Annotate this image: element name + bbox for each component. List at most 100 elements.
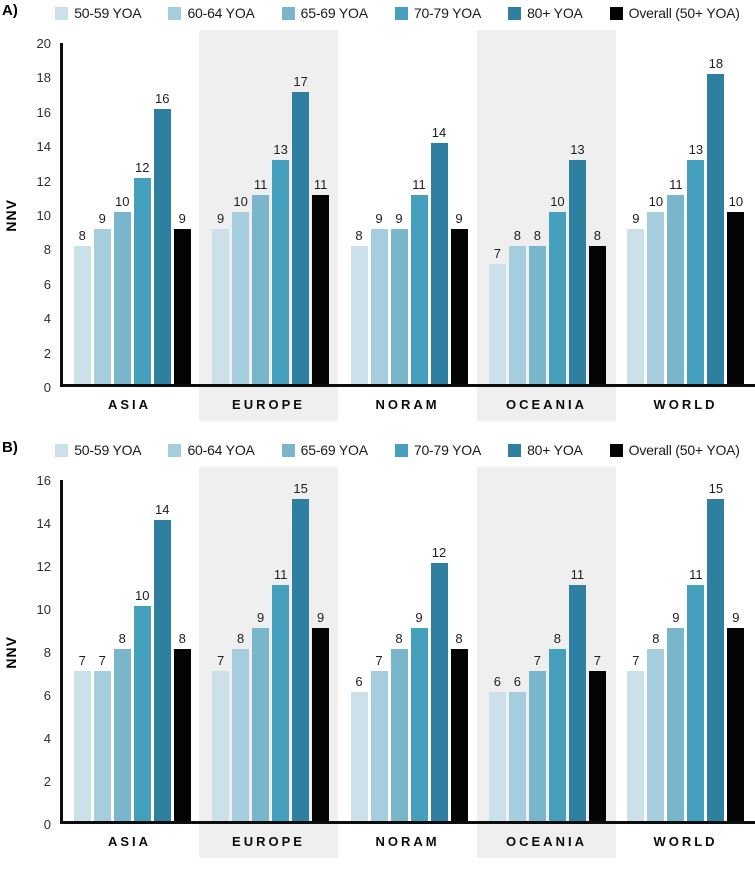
bar: [232, 212, 250, 384]
y-axis-ticks: 0 2 4 6 8 10 12 14 16 18 20: [22, 36, 60, 395]
y-tick-label: 0: [43, 817, 51, 832]
bar-value-label: 16: [154, 90, 170, 106]
bar-value-label: 8: [593, 228, 602, 244]
bar-value-label: 8: [118, 631, 126, 646]
legend-item: Overall (50+ YOA): [609, 5, 740, 21]
bar-column: 7: [488, 246, 506, 384]
bar-column: 9: [173, 211, 191, 384]
bar: [73, 246, 91, 384]
bar-value-label: 9: [316, 609, 325, 625]
bar: [252, 194, 270, 384]
y-tick-label: 12: [36, 173, 51, 189]
bar: [588, 670, 606, 821]
y-tick-label: 16: [36, 473, 51, 488]
legend-swatch-icon: [168, 443, 182, 457]
y-tick-label: 2: [43, 345, 51, 361]
bar-column: 11: [667, 177, 685, 384]
legend-label: 80+ YOA: [527, 5, 583, 21]
legend-item: 60-64 YOA: [168, 442, 255, 458]
bar: [488, 692, 506, 821]
bar-column: 8: [173, 631, 191, 821]
bar-value-label: 7: [632, 652, 640, 668]
bar-column: 11: [568, 566, 586, 821]
x-category-label: OCEANIA: [506, 396, 587, 412]
x-category-label: ASIA: [107, 833, 152, 849]
bar-value-label: 11: [570, 566, 585, 582]
bar-value-label: 11: [313, 176, 328, 192]
bar-value-label: 8: [355, 228, 363, 244]
bar: [430, 143, 448, 384]
chart-body: NNV 0 2 4 6 8 10 12 14 16 18 20 8 9 10 12 16 9 9 10 11 13 17…: [0, 30, 755, 421]
x-axis-labels: ASIA EUROPE NORAM OCEANIA WORLD: [60, 824, 755, 858]
bar: [528, 246, 546, 384]
bar: [173, 229, 191, 384]
bar-column: 9: [627, 211, 645, 384]
legend-swatch-icon: [168, 6, 182, 20]
bar-value-label: 10: [114, 194, 130, 209]
bar-value-label: 9: [178, 211, 186, 227]
bar-column: 14: [430, 125, 448, 384]
y-tick-label: 4: [43, 311, 51, 327]
bar-group: 7 8 9 11 15 9: [201, 480, 339, 821]
bar-value-label: 7: [375, 652, 383, 668]
bar: [93, 670, 111, 821]
legend-label: 50-59 YOA: [74, 5, 142, 21]
bar-value-label: 15: [708, 480, 724, 496]
bar-column: 9: [727, 610, 745, 821]
bar: [548, 212, 566, 384]
bar-value-label: 11: [412, 176, 426, 192]
bar-group: 6 7 8 9 12 8: [340, 480, 478, 821]
bar-group: 9 10 11 13 17 11: [201, 43, 339, 384]
y-tick-label: 6: [43, 688, 51, 703]
bar: [568, 160, 586, 384]
bar: [93, 229, 111, 384]
bar-column: 10: [232, 194, 250, 384]
legend-item: 70-79 YOA: [394, 442, 481, 458]
bar-value-label: 13: [273, 142, 288, 158]
bar: [133, 177, 151, 384]
x-category-label: ASIA: [107, 396, 152, 412]
bar-column: 10: [133, 588, 151, 821]
legend-label: 80+ YOA: [527, 442, 583, 458]
y-tick-label: 0: [43, 380, 51, 395]
bar: [488, 263, 506, 384]
bar: [272, 584, 290, 821]
legend-label: 50-59 YOA: [74, 442, 142, 458]
bar-column: 8: [508, 228, 526, 384]
bar-value-label: 7: [216, 652, 225, 668]
bar-value-label: 10: [550, 194, 565, 209]
bar: [450, 229, 468, 384]
panel-label-a: A): [2, 2, 18, 19]
y-axis-title: NNV: [3, 198, 19, 232]
x-category-label: OCEANIA: [506, 833, 587, 849]
x-category-label: WORLD: [653, 833, 718, 849]
panel-label-b: B): [2, 439, 18, 456]
legend-swatch-icon: [508, 443, 522, 457]
bar-column: 9: [212, 211, 230, 384]
bar-group: 9 10 11 13 18 10: [617, 43, 755, 384]
legend-swatch-icon: [281, 443, 295, 457]
bar-value-label: 8: [455, 631, 463, 646]
bar-column: 8: [350, 228, 368, 384]
bar: [667, 627, 685, 821]
bar-column: 9: [93, 211, 111, 384]
y-tick-label: 18: [36, 70, 51, 86]
bar-column: 7: [73, 653, 91, 821]
bar-value-label: 9: [98, 211, 106, 227]
y-tick-label: 10: [36, 602, 51, 617]
bar-column: 9: [390, 211, 408, 384]
bar-value-label: 11: [689, 566, 703, 582]
legend-label: Overall (50+ YOA): [628, 442, 740, 458]
bar-column: 13: [568, 142, 586, 384]
bar: [133, 606, 151, 821]
y-tick-label: 4: [43, 731, 51, 746]
bar: [687, 584, 705, 821]
bar: [73, 670, 91, 821]
bar-column: 10: [647, 194, 665, 384]
bar: [312, 194, 330, 384]
bar-column: 12: [430, 545, 448, 821]
bar: [707, 74, 725, 384]
x-category-label: EUROPE: [232, 396, 305, 412]
bar-value-label: 8: [395, 631, 403, 646]
